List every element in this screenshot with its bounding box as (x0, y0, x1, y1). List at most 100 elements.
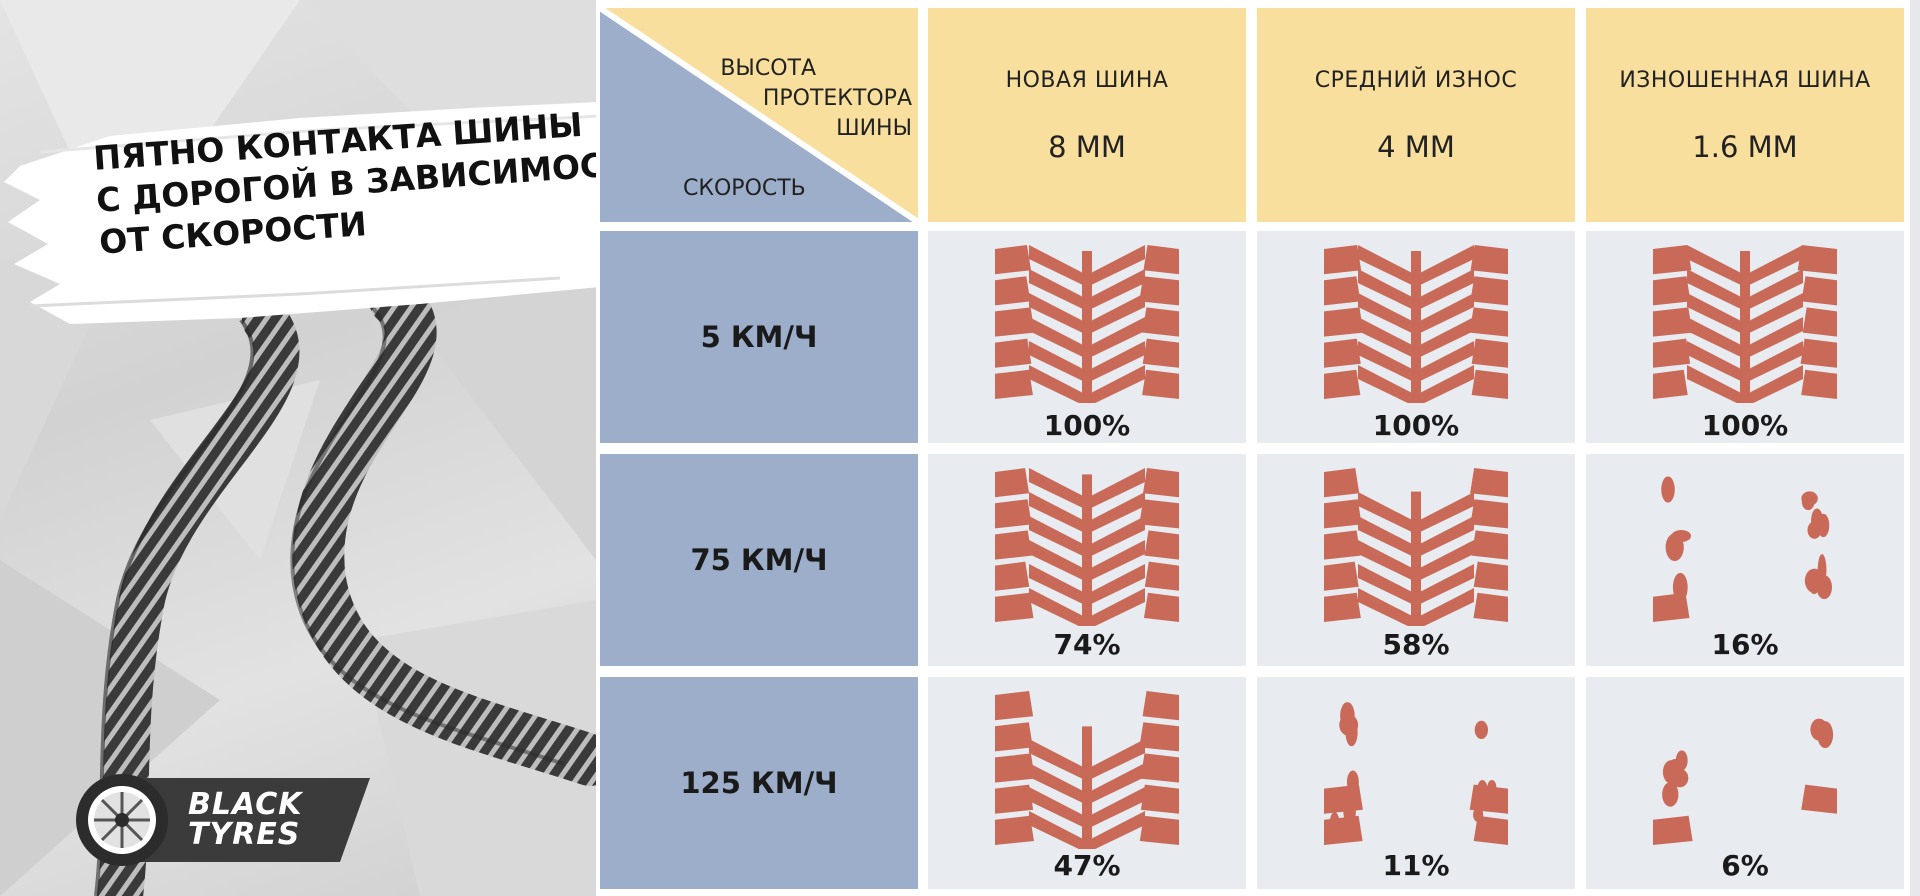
tread-block (1471, 530, 1508, 560)
logo-line: BLACK (188, 787, 303, 822)
tread-block (1473, 815, 1508, 845)
tread-block (995, 245, 1031, 275)
tread-rib (1029, 739, 1087, 781)
tread-spine (1082, 474, 1092, 624)
tread-rib (1087, 365, 1145, 403)
tread-block (1324, 815, 1363, 845)
tread-rib (1029, 245, 1087, 287)
tread-fragment (1487, 780, 1497, 794)
tread-block (1470, 468, 1508, 498)
tread-fragment (1675, 750, 1688, 771)
speed-label: 125 КМ/Ч (680, 766, 838, 800)
tread-spine (1411, 251, 1421, 401)
speed-label: 5 КМ/Ч (700, 320, 818, 354)
tread-block (1143, 468, 1179, 498)
tread-rib (1687, 317, 1745, 359)
tread-block (1142, 307, 1179, 337)
tread-rib (1687, 341, 1745, 383)
tread-spine (1082, 726, 1092, 847)
tread-block (1139, 276, 1179, 306)
footprint-cell: 100% (1586, 231, 1904, 443)
tread-block (1653, 307, 1693, 337)
logo-text: BLACK TYRES (188, 790, 303, 850)
tread-rib (1416, 365, 1474, 403)
corner-header-cell (600, 8, 918, 222)
tread-rib (1087, 739, 1145, 781)
tread-rib (1087, 492, 1145, 534)
tread-rib (1029, 811, 1087, 849)
tread-height-label: ВЫСОТА ПРОТЕКТОРА ШИНЫ (720, 54, 912, 144)
brush-stroke-banner (4, 102, 596, 324)
tread-block (995, 307, 1035, 337)
tread-rib (1745, 365, 1803, 403)
tread-block (1653, 369, 1688, 399)
tread-block (1142, 338, 1179, 368)
tread-rib (1087, 787, 1145, 829)
footprint-cell: 58% (1257, 454, 1575, 666)
tread-rib (1416, 564, 1474, 606)
tread-block (1143, 592, 1179, 622)
tread-height-line: ШИНЫ (836, 116, 912, 141)
tread-block (1142, 369, 1179, 399)
footprint-cell: 74% (928, 454, 1246, 666)
tread-rib (1029, 516, 1087, 558)
tread-rib (1087, 763, 1145, 805)
tread-rib (1087, 516, 1145, 558)
banner-panel: ПЯТНО КОНТАКТА ШИНЫ С ДОРОГОЙ В ЗАВИСИМО… (0, 0, 596, 896)
tread-rib (1029, 468, 1087, 510)
tread-spine (1082, 251, 1092, 401)
tread-rib (1745, 269, 1803, 311)
tread-rib (1416, 588, 1474, 626)
tread-block (1470, 276, 1508, 306)
tread-rib (1416, 516, 1474, 558)
tread-block (1473, 561, 1508, 591)
tread-block (1473, 592, 1508, 622)
tread-block (1324, 592, 1361, 622)
tread-fragment (1346, 770, 1359, 794)
tyre-logo-icon (76, 774, 370, 866)
tread-block (1143, 245, 1179, 275)
tread-block (1139, 722, 1179, 752)
tread-rib (1087, 269, 1145, 311)
tread-fragment (1473, 807, 1484, 823)
tread-footprint-icon (995, 691, 1179, 849)
tread-fragment (1474, 720, 1489, 740)
contact-percent: 100% (1372, 409, 1460, 442)
tread-block (1469, 307, 1508, 337)
tread-height-line: ВЫСОТА (720, 56, 816, 81)
tread-block (1471, 369, 1508, 399)
tread-block (995, 592, 1034, 622)
tread-block (995, 530, 1032, 560)
tread-block (1142, 691, 1179, 721)
column-name: НОВАЯ ШИНА (1005, 68, 1169, 93)
tread-rib (1358, 492, 1416, 534)
tread-block (1801, 276, 1837, 306)
tread-block (1800, 338, 1837, 368)
tread-rib (1416, 341, 1474, 383)
tread-rib (1087, 293, 1145, 335)
tread-rib (1358, 293, 1416, 335)
tread-rib (1358, 588, 1416, 626)
tread-rib (1745, 317, 1803, 359)
tread-rib (1087, 468, 1145, 510)
footprint-cell: 47% (928, 677, 1246, 889)
tread-rib (1416, 540, 1474, 582)
tread-footprint-icon (1324, 245, 1508, 403)
tread-rib (1745, 293, 1803, 335)
tread-footprint-icon (1324, 468, 1508, 626)
tread-block (1653, 815, 1693, 845)
tread-rib (1029, 588, 1087, 626)
tread-rib (1029, 317, 1087, 359)
tread-block (995, 338, 1032, 368)
tread-block (1324, 307, 1364, 337)
tread-block (1653, 338, 1691, 368)
tread-rib (1087, 317, 1145, 359)
contact-percent: 47% (1053, 849, 1121, 882)
tread-rib (1358, 365, 1416, 403)
tread-block (1324, 561, 1359, 591)
column-name: СРЕДНИЙ ИЗНОС (1314, 68, 1518, 93)
tread-rib (1029, 365, 1087, 403)
tread-block (1801, 784, 1837, 814)
tread-rib (1358, 317, 1416, 359)
column-header-worn: ИЗНОШЕННАЯ ШИНА 1.6 ММ (1586, 8, 1904, 222)
